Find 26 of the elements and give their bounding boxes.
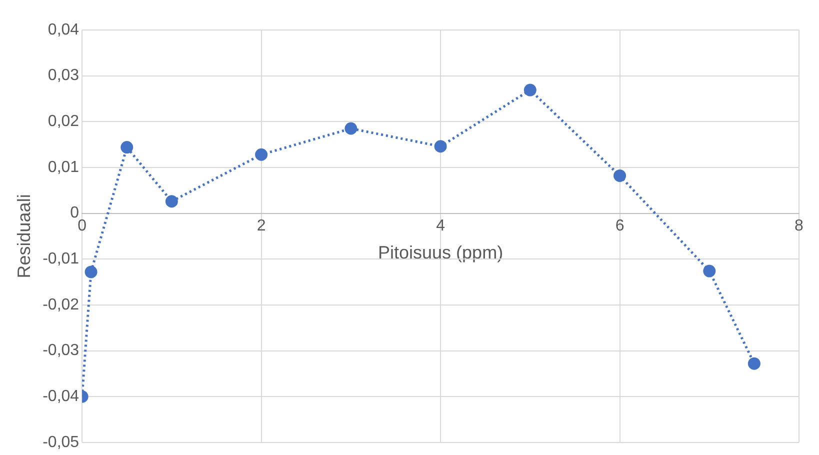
- point: [434, 140, 447, 153]
- point: [84, 266, 98, 278]
- point: [344, 122, 358, 135]
- y-axis-title: Residuaali: [14, 194, 34, 278]
- y-tick-label: -0,01: [42, 250, 80, 268]
- y-tick-label: -0,03: [42, 342, 80, 360]
- point: [255, 148, 268, 161]
- y-tick-label: 0,04: [48, 21, 80, 38]
- y-tick-label: -0,04: [42, 388, 80, 405]
- x-tick-label: 8: [794, 217, 804, 234]
- point: [524, 84, 536, 96]
- y-tick-label: 0,01: [48, 158, 80, 176]
- point: [120, 141, 134, 154]
- y-tick-label: -0,02: [42, 296, 80, 314]
- y-tick-label: 0,03: [48, 67, 80, 84]
- y-tick-label: 0: [70, 204, 80, 222]
- point: [165, 195, 178, 208]
- point: [703, 264, 716, 278]
- x-tick-label: 2: [256, 217, 266, 234]
- point: [748, 357, 760, 370]
- x-tick-label: 4: [436, 217, 446, 234]
- x-axis-title: Pitoisuus (ppm): [378, 242, 504, 262]
- y-tick-label: 0,02: [48, 113, 80, 130]
- point: [614, 169, 626, 182]
- y-tick-label: -0,05: [42, 434, 80, 451]
- x-tick-label: 6: [615, 217, 624, 234]
